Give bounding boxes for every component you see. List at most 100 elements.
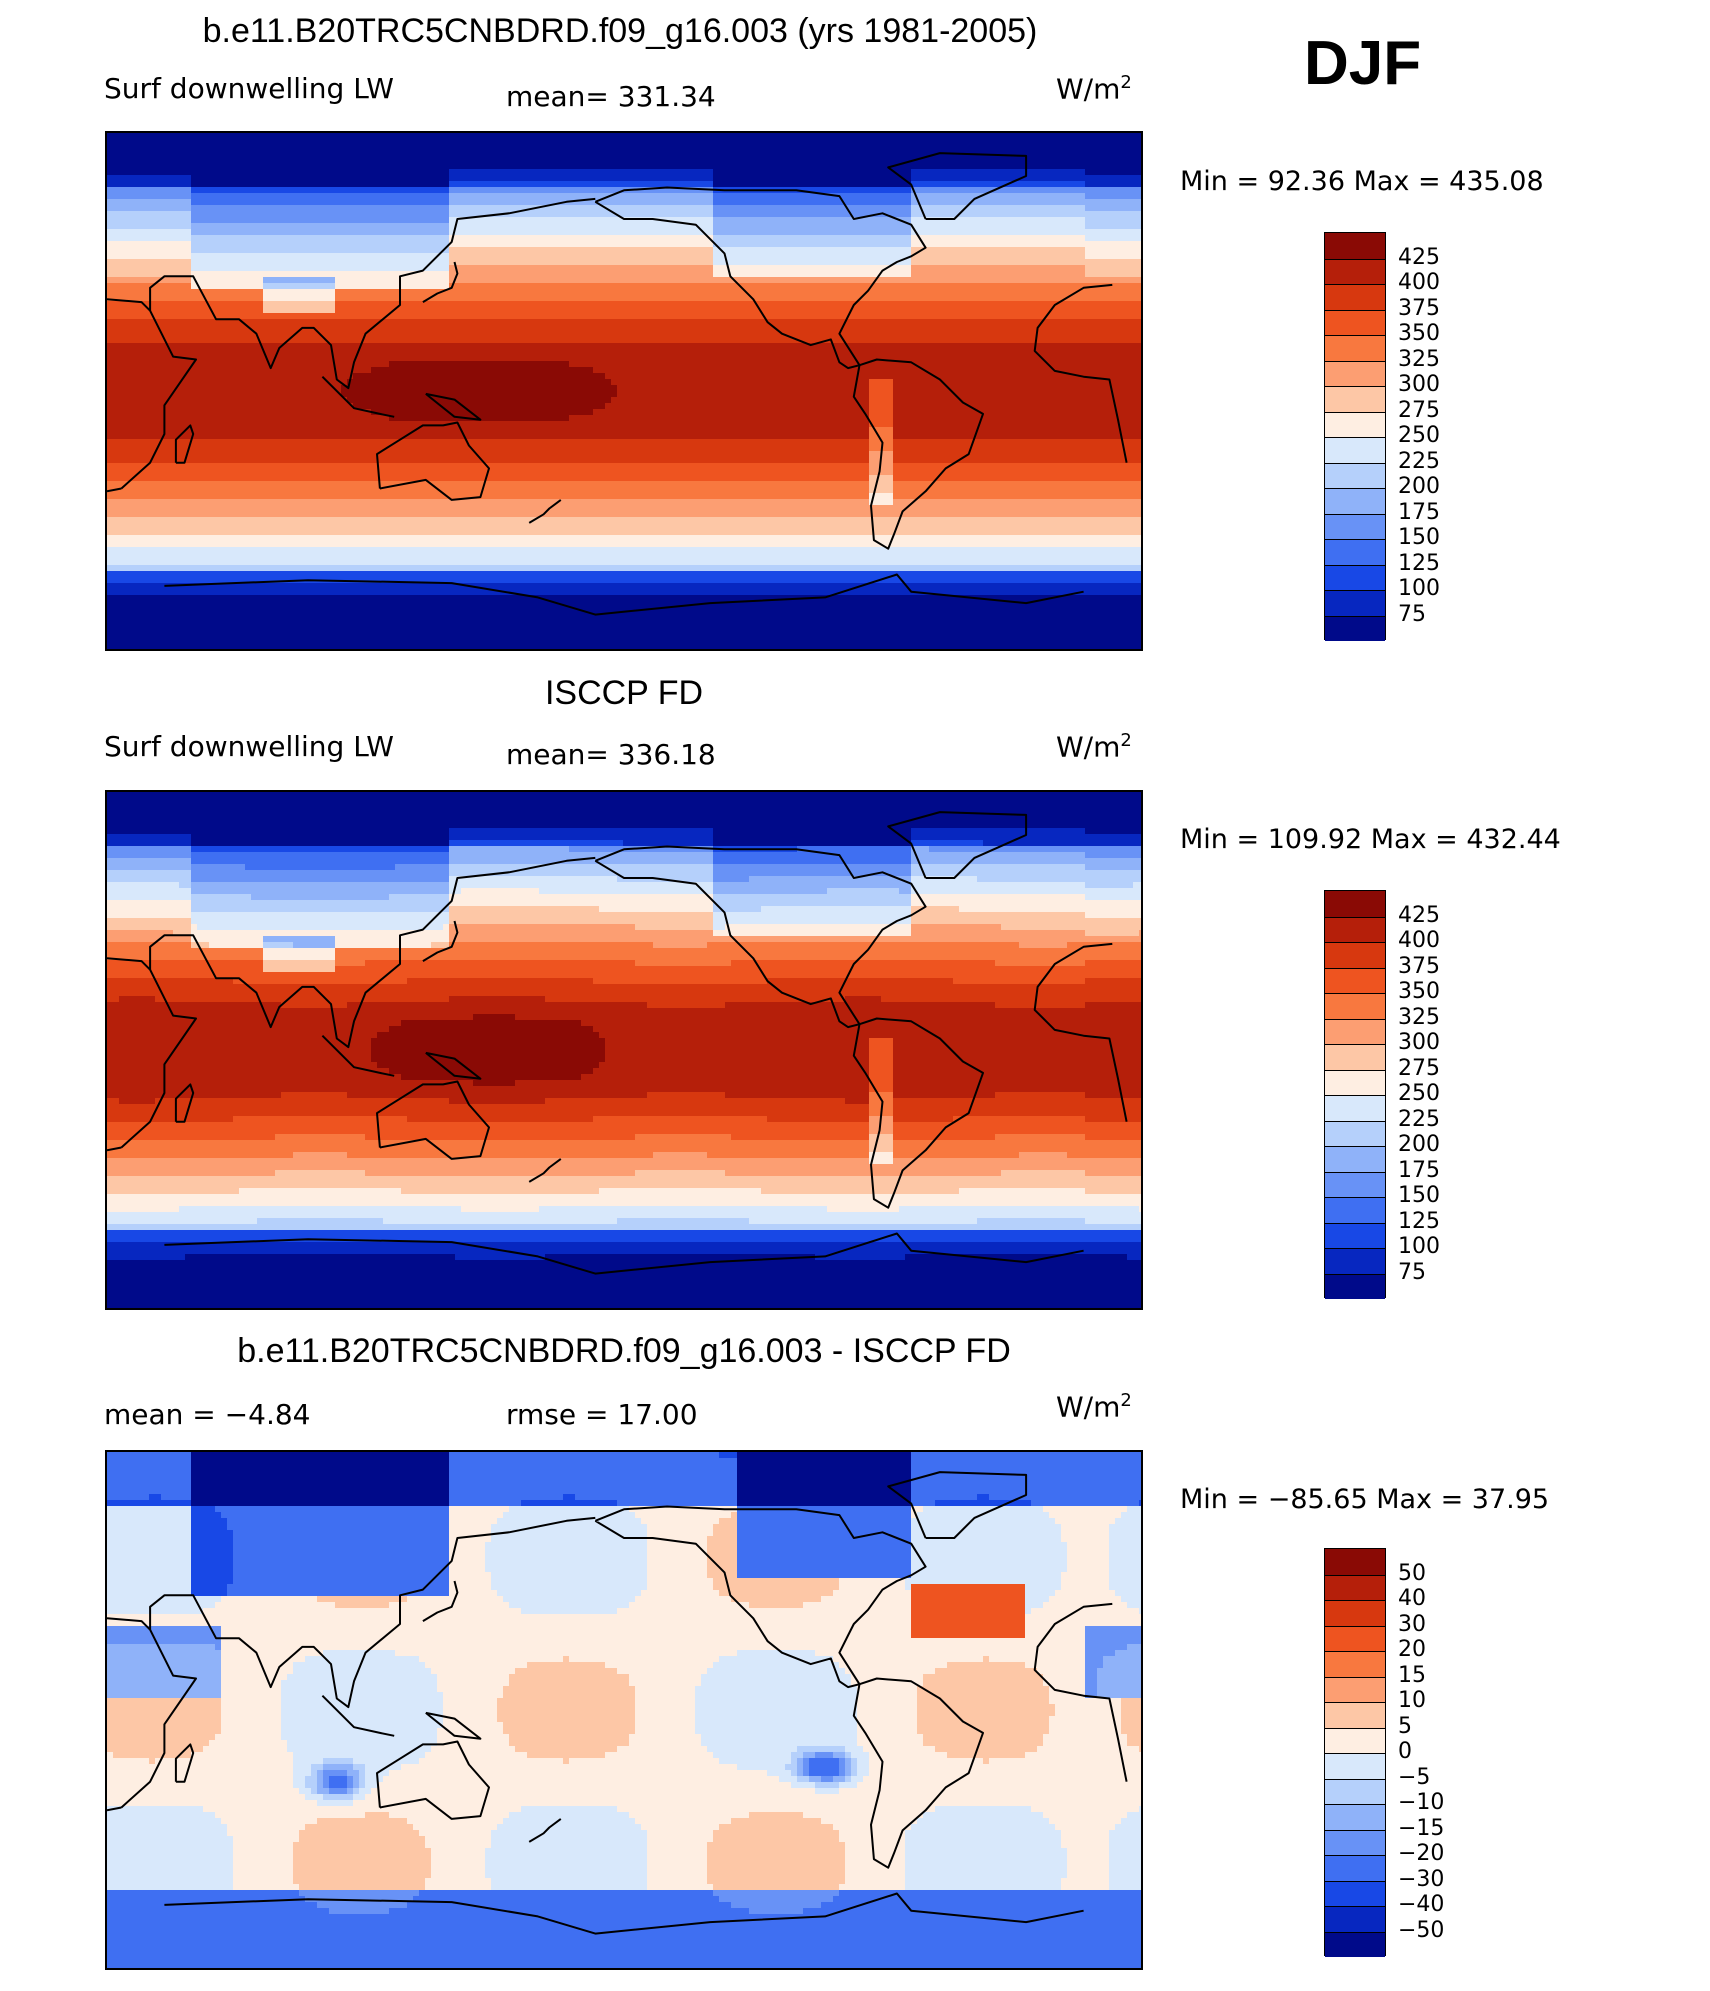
coastline [528,1158,562,1183]
colorbar-tick-label: 275 [1398,1057,1440,1080]
colorbar-swatch [1325,1222,1385,1248]
coastline [594,186,927,370]
colorbar-tick-label: −40 [1398,1894,1444,1916]
colorbar-swatch [1325,1906,1385,1932]
coastline [149,1516,596,1709]
colorbar-swatch [1325,437,1385,463]
colorbar-swatch [1325,1880,1385,1906]
colorbar-swatch [1325,1855,1385,1881]
coastline [594,845,927,1029]
colorbar-swatch [1325,1549,1385,1575]
units-label: W/m2 [1056,1390,1132,1423]
colorbar-tick-label: 150 [1398,1185,1440,1207]
colorbar-swatch [1325,1018,1385,1044]
colorbar-tick-label: 100 [1398,1236,1440,1258]
colorbar-swatch [1325,1069,1385,1095]
colorbar-swatch [1325,1702,1385,1728]
colorbar-tick-label: 50 [1398,1562,1426,1585]
colorbar-tick-label: 200 [1398,476,1440,498]
colorbar-tick-label: 250 [1398,425,1440,447]
panel-title: ISCCP FD [105,674,1143,713]
map-model [105,131,1143,651]
colorbar-tick-label: 400 [1398,930,1440,952]
colorbar-swatch [1325,335,1385,361]
panel-title: b.e11.B20TRC5CNBDRD.f09_g16.003 - ISCCP … [105,1332,1143,1371]
colorbar-swatch [1325,1829,1385,1855]
coastline [107,283,1128,493]
map-obs [105,790,1143,1310]
coastline [321,375,395,418]
coastline [174,1743,195,1783]
min-max-label: Min = 109.92 Max = 432.44 [1180,824,1561,855]
rmse-label: rmse = 17.00 [506,1398,698,1431]
colorbar-tick-label: 350 [1398,323,1440,345]
coastline [164,573,1084,616]
colorbar-swatch [1325,386,1385,412]
units-label: W/m2 [1056,72,1132,105]
coastline [852,1017,984,1209]
colorbar-swatch [1325,284,1385,310]
colorbar-tick-label: 125 [1398,1210,1440,1233]
mean-label: mean= 331.34 [506,80,716,113]
coastline [321,1694,395,1737]
variable-label: Surf downwelling LW [104,730,394,763]
colorbar-swatch [1325,1248,1385,1274]
min-max-label: Min = 92.36 Max = 435.08 [1180,166,1544,197]
coastline [149,197,596,390]
colorbar-tick-label: −30 [1398,1868,1444,1891]
colorbar-tick-label: 250 [1398,1083,1440,1105]
colorbar-swatch [1325,1651,1385,1677]
colorbar-swatch [1325,1574,1385,1600]
season-label: DJF [1304,28,1421,99]
coastline [852,1677,984,1869]
colorbar-swatch [1325,1273,1385,1299]
map-field [107,1452,1141,1968]
coastline [425,1711,482,1740]
colorbar-swatch [1325,1600,1385,1626]
colorbar [1324,1548,1386,1957]
colorbar-tick-label: 275 [1398,399,1440,422]
panel-title: b.e11.B20TRC5CNBDRD.f09_g16.003 (yrs 198… [105,12,1135,51]
colorbar-swatch [1325,1120,1385,1146]
coastline [528,1818,562,1843]
map-field [107,133,1141,649]
colorbar-swatch [1325,1197,1385,1223]
colorbar-tick-label: 325 [1398,348,1440,371]
colorbar-swatch [1325,1044,1385,1070]
map-diff [105,1450,1143,1970]
coastline [376,1080,490,1160]
colorbar [1324,232,1386,641]
coastline [422,261,459,303]
coastline [376,1740,490,1820]
colorbar-swatch [1325,1095,1385,1121]
coastline [164,1892,1084,1935]
colorbar-tick-label: 300 [1398,374,1440,396]
min-max-label: Min = −85.65 Max = 37.95 [1180,1484,1549,1515]
colorbar-swatch [1325,590,1385,616]
coastline [107,1602,1128,1812]
colorbar-tick-label: 225 [1398,1108,1440,1131]
colorbar-tick-label: 10 [1398,1690,1426,1712]
colorbar-tick-label: 375 [1398,297,1440,320]
colorbar-tick-label: 175 [1398,1159,1440,1182]
colorbar-swatch [1325,1753,1385,1779]
colorbar-tick-label: 375 [1398,955,1440,978]
coastline [149,856,596,1049]
colorbar-tick-label: 200 [1398,1134,1440,1156]
map-field [107,792,1141,1308]
colorbar-tick-label: 75 [1398,1261,1426,1284]
coastline [321,1034,395,1077]
coastline [422,920,459,962]
coastline [852,358,984,550]
mean-label: mean = −4.84 [104,1398,310,1431]
coastline [174,1083,195,1123]
coastline [594,1505,927,1689]
colorbar-tick-label: 400 [1398,272,1440,294]
colorbar-swatch [1325,993,1385,1019]
colorbar-swatch [1325,539,1385,565]
colorbar-tick-label: 300 [1398,1032,1440,1054]
colorbar-tick-label: 75 [1398,603,1426,626]
colorbar-tick-label: 20 [1398,1639,1426,1661]
colorbar-swatch [1325,615,1385,641]
coastline [164,1232,1084,1275]
